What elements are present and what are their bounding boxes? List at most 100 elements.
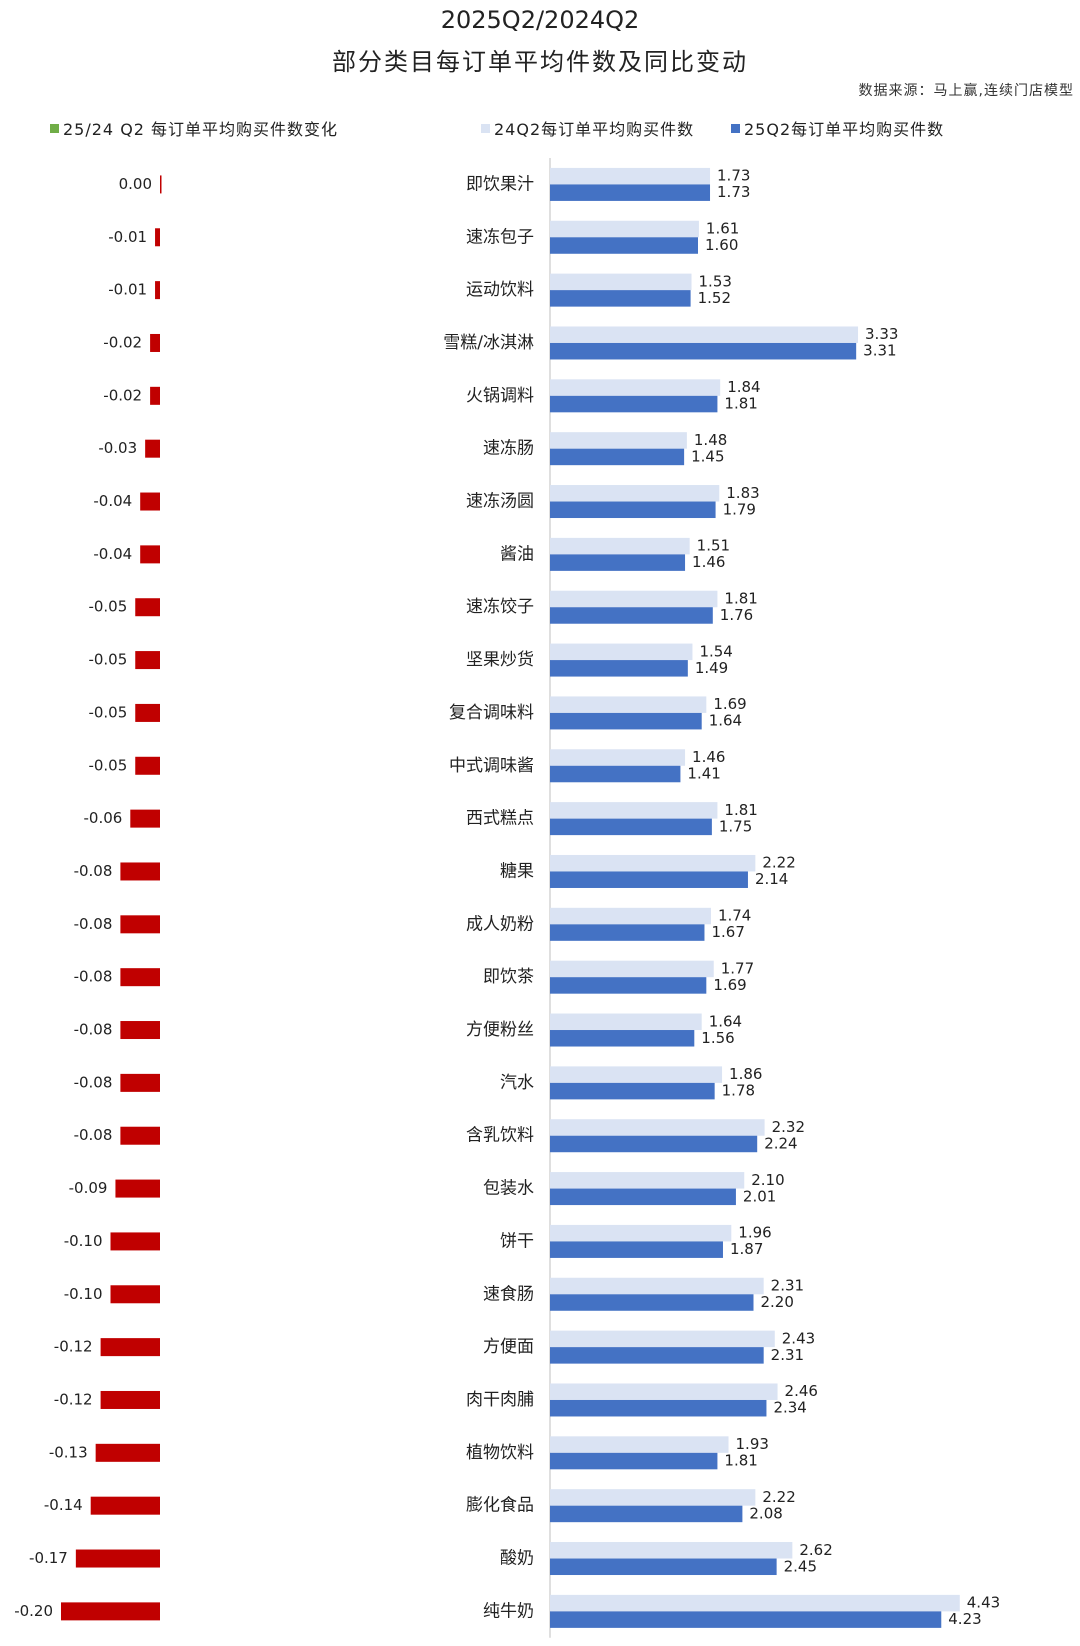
category-label: 坚果炒货 bbox=[466, 650, 534, 670]
bar-25q2 bbox=[550, 184, 711, 201]
category-label: 酱油 bbox=[500, 544, 534, 564]
bar-25q2 bbox=[550, 607, 713, 624]
category-label: 速冻汤圆 bbox=[466, 492, 534, 512]
data-label-24q2: 2.62 bbox=[799, 1541, 832, 1559]
data-label-change: -0.06 bbox=[83, 809, 122, 827]
data-label-25q2: 1.78 bbox=[722, 1082, 755, 1100]
bar-change bbox=[135, 598, 160, 617]
bar-25q2 bbox=[550, 1347, 764, 1364]
category-label: 肉干肉脯 bbox=[466, 1390, 534, 1410]
category-label: 植物饮料 bbox=[466, 1443, 534, 1463]
category-label: 酸奶 bbox=[500, 1549, 534, 1569]
data-label-25q2: 1.87 bbox=[730, 1240, 763, 1258]
data-label-25q2: 1.49 bbox=[695, 659, 728, 677]
bar-change bbox=[120, 968, 160, 987]
bar-25q2 bbox=[550, 1452, 718, 1470]
bar-change bbox=[115, 1179, 160, 1198]
category-label: 即饮果汁 bbox=[466, 174, 534, 194]
bar-25q2 bbox=[550, 871, 748, 888]
bar-24q2 bbox=[550, 1066, 723, 1083]
bar-25q2 bbox=[550, 1294, 754, 1311]
data-label-25q2: 2.14 bbox=[755, 870, 788, 888]
category-label: 速冻包子 bbox=[466, 227, 534, 247]
data-label-25q2: 1.81 bbox=[724, 1452, 757, 1470]
data-label-change: -0.09 bbox=[69, 1179, 108, 1197]
bar-24q2 bbox=[550, 1172, 745, 1189]
category-label: 速冻肠 bbox=[483, 439, 534, 459]
data-label-24q2: 1.83 bbox=[726, 484, 759, 502]
data-label-24q2: 3.33 bbox=[865, 325, 898, 343]
data-label-change: -0.13 bbox=[49, 1443, 88, 1461]
bar-24q2 bbox=[550, 854, 756, 872]
data-label-change: -0.08 bbox=[74, 862, 113, 880]
data-label-change: -0.12 bbox=[54, 1338, 93, 1356]
data-label-25q2: 2.24 bbox=[764, 1134, 797, 1152]
category-label: 中式调味酱 bbox=[449, 756, 534, 776]
data-label-24q2: 1.86 bbox=[729, 1065, 762, 1083]
bar-change bbox=[155, 281, 160, 300]
data-label-change: -0.04 bbox=[93, 545, 132, 563]
category-label: 火锅调料 bbox=[466, 386, 534, 406]
bar-change bbox=[120, 1073, 160, 1092]
bar-24q2 bbox=[550, 907, 711, 925]
data-label-change: -0.20 bbox=[14, 1602, 53, 1620]
data-label-25q2: 1.81 bbox=[724, 395, 757, 413]
data-label-24q2: 1.73 bbox=[717, 167, 750, 185]
data-label-change: -0.08 bbox=[74, 1021, 113, 1039]
category-label: 运动饮料 bbox=[466, 280, 534, 300]
bar-24q2 bbox=[550, 1119, 765, 1136]
bar-24q2 bbox=[550, 802, 718, 819]
bar-25q2 bbox=[550, 977, 707, 994]
bar-25q2 bbox=[550, 1082, 715, 1100]
legend-swatch-change bbox=[50, 123, 59, 133]
bar-change bbox=[90, 1496, 160, 1515]
category-label: 速冻饺子 bbox=[466, 597, 534, 617]
data-label-24q2: 1.48 bbox=[694, 431, 727, 449]
bar-change bbox=[150, 333, 160, 352]
category-label: 成人奶粉 bbox=[466, 914, 534, 934]
bar-change bbox=[130, 809, 160, 828]
category-label: 饼干 bbox=[500, 1231, 534, 1251]
data-label-24q2: 2.43 bbox=[782, 1329, 815, 1347]
legend-swatch-q24 bbox=[481, 123, 490, 133]
data-label-25q2: 3.31 bbox=[863, 342, 896, 360]
category-label: 西式糕点 bbox=[466, 809, 534, 829]
bar-change bbox=[120, 1126, 160, 1145]
bar-24q2 bbox=[550, 1542, 793, 1559]
data-label-25q2: 2.20 bbox=[761, 1293, 794, 1311]
data-label-25q2: 2.01 bbox=[743, 1187, 776, 1205]
bar-25q2 bbox=[550, 395, 718, 413]
bar-24q2 bbox=[550, 1224, 732, 1242]
bar-25q2 bbox=[550, 290, 691, 307]
bar-change bbox=[120, 862, 160, 881]
bar-24q2 bbox=[550, 1436, 729, 1453]
data-label-change: -0.01 bbox=[108, 228, 147, 246]
data-label-24q2: 1.69 bbox=[713, 695, 746, 713]
data-label-25q2: 2.08 bbox=[749, 1504, 782, 1522]
data-label-change: -0.08 bbox=[74, 915, 113, 933]
data-label-change: -0.08 bbox=[74, 1073, 113, 1091]
bar-25q2 bbox=[550, 1505, 743, 1523]
data-label-change: -0.05 bbox=[88, 756, 127, 774]
data-label-25q2: 2.31 bbox=[771, 1346, 804, 1364]
data-label-25q2: 1.52 bbox=[698, 289, 731, 307]
data-label-change: -0.08 bbox=[74, 1126, 113, 1144]
category-label: 方便面 bbox=[483, 1337, 534, 1357]
bar-24q2 bbox=[550, 1277, 764, 1295]
data-label-24q2: 1.46 bbox=[692, 748, 725, 766]
bar-24q2 bbox=[550, 1013, 702, 1031]
category-label: 复合调味料 bbox=[449, 703, 534, 723]
data-label-24q2: 1.53 bbox=[699, 272, 732, 290]
data-label-change: -0.08 bbox=[74, 968, 113, 986]
bar-change bbox=[120, 1021, 160, 1040]
category-label: 雪糕/冰淇淋 bbox=[443, 333, 534, 353]
bar-25q2 bbox=[550, 1135, 758, 1153]
bar-change bbox=[160, 175, 162, 194]
bar-24q2 bbox=[550, 1330, 775, 1348]
data-label-24q2: 1.61 bbox=[706, 220, 739, 238]
bar-24q2 bbox=[550, 749, 686, 766]
data-label-25q2: 1.79 bbox=[723, 500, 756, 518]
bar-change bbox=[135, 703, 160, 722]
legend-item-change: 25/24 Q2 每订单平均购买件数变化 bbox=[50, 116, 338, 140]
bar-change bbox=[100, 1338, 160, 1357]
